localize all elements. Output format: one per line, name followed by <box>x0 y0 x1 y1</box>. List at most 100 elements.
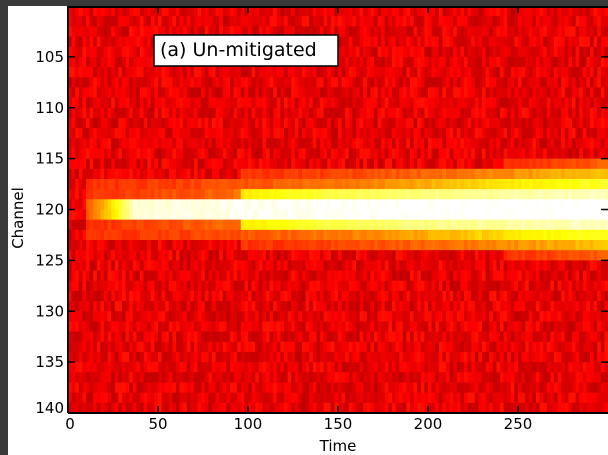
heatmap-cell <box>312 117 317 129</box>
heatmap-cell <box>75 158 80 170</box>
heatmap-cell <box>352 321 357 333</box>
heatmap-cell <box>111 321 116 333</box>
heatmap-cell <box>514 209 519 221</box>
heatmap-cell <box>395 16 400 27</box>
heatmap-cell <box>550 6 555 17</box>
heatmap-cell <box>273 301 278 312</box>
heatmap-cell <box>158 341 163 353</box>
heatmap-cell <box>435 311 440 323</box>
heatmap-cell <box>388 46 393 58</box>
heatmap-cell <box>435 77 440 88</box>
heatmap-cell <box>348 270 353 282</box>
heatmap-cell <box>150 331 155 343</box>
heatmap-cell <box>258 178 263 190</box>
heatmap-cell <box>197 148 202 160</box>
heatmap-cell <box>291 138 296 150</box>
heatmap-cell <box>230 128 235 139</box>
heatmap-cell <box>590 6 595 17</box>
heatmap-cell <box>597 16 602 27</box>
heatmap-cell <box>298 16 303 27</box>
heatmap-cell <box>136 97 141 109</box>
heatmap-cell <box>89 128 94 139</box>
heatmap-cell <box>489 148 494 160</box>
heatmap-cell <box>287 6 292 17</box>
heatmap-cell <box>240 240 245 251</box>
heatmap-cell <box>168 280 173 292</box>
heatmap-cell <box>363 311 368 323</box>
heatmap-cell <box>298 199 303 211</box>
heatmap-cell <box>464 148 469 160</box>
heatmap-cell <box>96 240 101 251</box>
heatmap-cell <box>150 168 155 180</box>
heatmap-cell <box>568 321 573 333</box>
heatmap-cell <box>176 240 181 251</box>
heatmap-cell <box>330 209 335 221</box>
heatmap-cell <box>68 16 73 27</box>
heatmap-cell <box>341 97 346 109</box>
heatmap-cell <box>233 97 238 109</box>
heatmap-cell <box>89 138 94 150</box>
heatmap-cell <box>485 6 490 17</box>
heatmap-cell <box>590 290 595 302</box>
heatmap-cell <box>388 270 393 282</box>
heatmap-cell <box>341 6 346 17</box>
heatmap-cell <box>251 321 256 333</box>
heatmap-cell <box>356 117 361 129</box>
heatmap-cell <box>219 178 224 190</box>
heatmap-cell <box>323 67 328 78</box>
heatmap-cell <box>597 260 602 272</box>
heatmap-cell <box>111 341 116 353</box>
heatmap-cell <box>597 240 602 251</box>
heatmap-cell <box>168 97 173 109</box>
heatmap-cell <box>100 250 105 261</box>
heatmap-cell <box>561 301 566 312</box>
heatmap-cell <box>255 219 260 231</box>
heatmap-cell <box>136 260 141 272</box>
heatmap-cell <box>478 36 483 48</box>
heatmap-cell <box>280 158 285 170</box>
heatmap-cell <box>201 229 206 241</box>
heatmap-cell <box>258 270 263 282</box>
heatmap-cell <box>467 260 472 272</box>
heatmap-cell <box>302 219 307 231</box>
heatmap-cell <box>402 46 407 58</box>
heatmap-cell <box>384 209 389 221</box>
heatmap-cell <box>104 26 109 38</box>
heatmap-cell <box>370 97 375 109</box>
heatmap-cell <box>485 280 490 292</box>
heatmap-cell <box>168 178 173 190</box>
heatmap-cell <box>438 107 443 119</box>
heatmap-cell <box>550 321 555 333</box>
heatmap-cell <box>132 321 137 333</box>
heatmap-cell <box>280 260 285 272</box>
heatmap-cell <box>539 219 544 231</box>
heatmap-cell <box>500 158 505 170</box>
heatmap-cell <box>597 209 602 221</box>
heatmap-cell <box>489 26 494 38</box>
heatmap-cell <box>561 189 566 200</box>
heatmap-cell <box>327 189 332 200</box>
heatmap-cell <box>104 219 109 231</box>
heatmap-cell <box>89 158 94 170</box>
heatmap-cell <box>496 270 501 282</box>
heatmap-cell <box>75 16 80 27</box>
heatmap-cell <box>395 209 400 221</box>
heatmap-cell <box>366 250 371 261</box>
heatmap-cell <box>226 178 231 190</box>
heatmap-cell <box>266 189 271 200</box>
heatmap-cell <box>165 240 170 251</box>
heatmap-cell <box>287 138 292 150</box>
heatmap-cell <box>251 158 256 170</box>
heatmap-cell <box>428 117 433 129</box>
heatmap-cell <box>186 209 191 221</box>
heatmap-cell <box>467 178 472 190</box>
heatmap-cell <box>327 16 332 27</box>
heatmap-cell <box>377 331 382 343</box>
heatmap-cell <box>240 87 245 99</box>
heatmap-cell <box>219 229 224 241</box>
heatmap-cell <box>93 168 98 180</box>
heatmap-cell <box>554 301 559 312</box>
heatmap-cell <box>140 341 145 353</box>
heatmap-cell <box>496 301 501 312</box>
heatmap-cell <box>377 260 382 272</box>
